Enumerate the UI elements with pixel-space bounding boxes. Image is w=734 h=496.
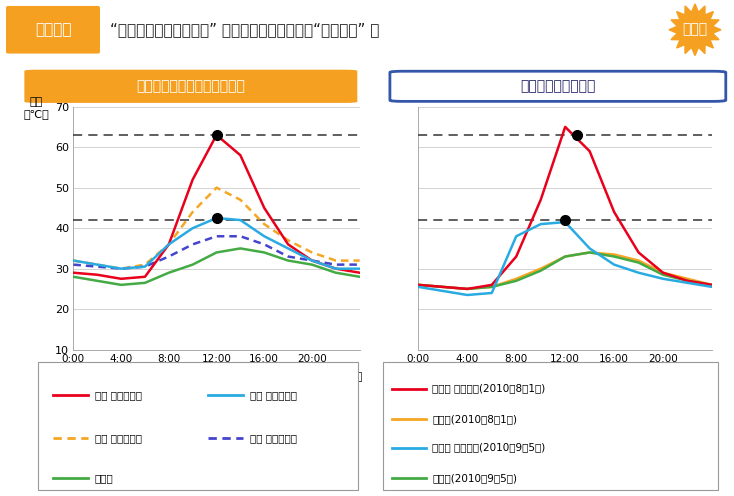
- Polygon shape: [669, 4, 721, 56]
- Text: 外気温: 外気温: [95, 473, 114, 483]
- Text: 外気温(2010年8月1日): 外気温(2010年8月1日): [432, 414, 517, 424]
- Text: 天井 遮熱施工後: 天井 遮熱施工後: [250, 434, 297, 443]
- FancyBboxPatch shape: [24, 70, 357, 103]
- FancyBboxPatch shape: [390, 71, 726, 101]
- Text: 事前の遮熱シミュレーション: 事前の遮熱シミュレーション: [137, 79, 245, 93]
- Text: 外気温(2010年9月5日): 外気温(2010年9月5日): [432, 473, 517, 483]
- Text: 施工前 屋根表面(2010年8月1日): 施工前 屋根表面(2010年8月1日): [432, 383, 545, 393]
- Text: 天井 遮熱施工前: 天井 遮熱施工前: [95, 434, 142, 443]
- Text: 測定結果: 測定結果: [34, 22, 71, 37]
- Text: 近似！: 近似！: [683, 22, 708, 36]
- FancyBboxPatch shape: [6, 6, 100, 54]
- FancyBboxPatch shape: [38, 362, 358, 490]
- Text: 温度
（℃）: 温度 （℃）: [23, 97, 49, 119]
- Text: 実測結果：屋根表面: 実測結果：屋根表面: [520, 79, 595, 93]
- Text: 屋根 遮熱施工前: 屋根 遮熱施工前: [95, 390, 142, 400]
- Text: “遮熱シミュレーション” による事前の予測が、“実測結果” に: “遮熱シミュレーション” による事前の予測が、“実測結果” に: [110, 22, 379, 37]
- FancyBboxPatch shape: [383, 362, 718, 490]
- Text: 屋根 遮熱施工後: 屋根 遮熱施工後: [250, 390, 297, 400]
- Text: 施工後 屋根表面(2010年9月5日): 施工後 屋根表面(2010年9月5日): [432, 442, 545, 453]
- Text: 時刻: 時刻: [349, 372, 363, 381]
- Text: 時刻: 時刻: [702, 372, 715, 381]
